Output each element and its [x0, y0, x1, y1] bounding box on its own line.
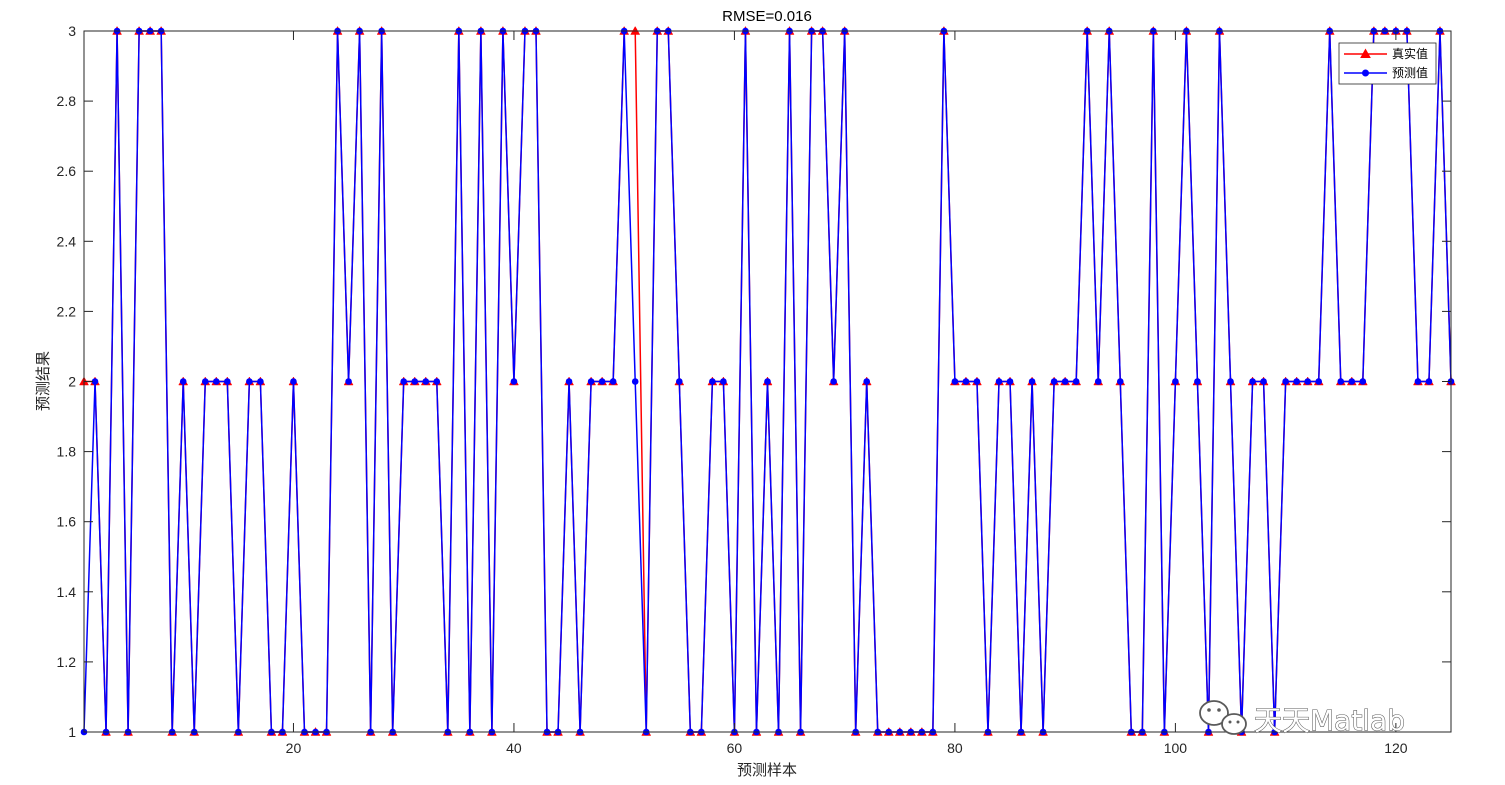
data-point-pred [1414, 378, 1422, 385]
x-tick-label: 20 [286, 740, 302, 756]
data-point-pred [1172, 378, 1179, 385]
x-tick-label: 60 [727, 740, 743, 756]
y-tick-label: 3 [68, 23, 76, 39]
x-tick-label: 120 [1384, 740, 1408, 756]
data-point-pred [764, 378, 771, 385]
data-point-pred [1337, 378, 1345, 385]
x-tick-label: 80 [947, 740, 963, 756]
data-point-pred [201, 378, 209, 385]
x-tick-label: 40 [506, 740, 522, 756]
data-point-pred [179, 378, 187, 385]
data-point-pred [962, 378, 970, 385]
legend-marker-pred [1362, 69, 1369, 77]
data-point-pred [1028, 378, 1036, 385]
data-point-pred [1094, 378, 1102, 385]
data-point-pred [1249, 378, 1256, 385]
legend-label-pred: 预测值 [1392, 65, 1428, 80]
data-point-pred [973, 378, 981, 385]
y-tick-label: 2 [68, 374, 76, 390]
data-point-pred [1315, 378, 1323, 385]
data-point-pred [1282, 378, 1289, 385]
data-point-pred [587, 378, 595, 385]
data-point-pred [1116, 378, 1124, 385]
data-point-pred [631, 378, 639, 385]
x-axis-label: 预测样本 [737, 761, 797, 779]
chart-title: RMSE=0.016 [722, 8, 812, 25]
data-point-pred [1304, 378, 1311, 385]
data-point-pred [224, 378, 231, 385]
data-point-pred [510, 378, 518, 385]
wechat-icon [1199, 700, 1247, 735]
legend-label-true: 真实值 [1392, 46, 1428, 61]
data-point-pred [1293, 378, 1300, 385]
watermark: 天天Matlab [1199, 700, 1406, 738]
data-point-pred [345, 378, 352, 385]
data-point-pred [1194, 378, 1201, 385]
data-point-pred [246, 378, 253, 385]
data-point-pred [1425, 378, 1433, 385]
data-point-pred [863, 378, 871, 385]
x-tick-label: 100 [1164, 740, 1188, 756]
data-point-pred [1050, 378, 1058, 385]
data-point-pred [91, 378, 99, 385]
data-point-pred [598, 378, 606, 385]
data-point-pred [422, 378, 430, 385]
legend-marker-true [1360, 48, 1371, 58]
data-point-pred [257, 378, 264, 385]
legend-entry-true: 真实值 [1344, 46, 1428, 61]
y-tick-label: 2.8 [57, 93, 77, 109]
data-point-pred [1260, 378, 1267, 385]
data-point-pred [720, 378, 727, 385]
legend-entry-pred: 预测值 [1344, 65, 1428, 80]
data-point-pred [433, 378, 441, 385]
data-point-pred [1348, 378, 1356, 385]
y-tick-label: 1 [68, 724, 76, 740]
data-point-pred [676, 378, 683, 385]
data-point-pred [411, 378, 419, 385]
data-point-pred [212, 378, 220, 385]
data-point-pred [995, 378, 1003, 385]
data-point-pred [830, 378, 837, 385]
data-point-pred [951, 378, 959, 385]
data-point-pred [709, 378, 716, 385]
tick-layer: 20 40 60 80 100 120 1 1.2 1.4 1.6 1.8 2 2.2 2.4 2.6 2.8… [57, 23, 1451, 756]
y-tick-label: 2.2 [57, 303, 77, 319]
legend-box [1338, 42, 1437, 85]
y-tick-label: 2.4 [57, 233, 77, 249]
data-point-pred [1006, 378, 1014, 385]
data-point-pred [1061, 378, 1069, 385]
y-tick-label: 1.6 [57, 514, 77, 530]
data-point-pred [609, 378, 617, 385]
data-point-pred [1227, 378, 1234, 385]
y-tick-label: 1.8 [57, 444, 77, 460]
y-tick-label: 1.4 [57, 584, 77, 600]
data-point-pred [1359, 378, 1367, 385]
y-axis-label: 预测结果 [34, 351, 52, 411]
watermark-text: 天天Matlab [1254, 704, 1405, 737]
data-point-pred [565, 378, 573, 385]
data-point-pred [290, 378, 297, 385]
y-tick-label: 2.6 [57, 163, 77, 179]
legend: 真实值 预测值 [1338, 42, 1437, 85]
data-point-pred [1072, 378, 1080, 385]
data-point-pred [400, 378, 408, 385]
y-tick-label: 1.2 [57, 654, 77, 670]
